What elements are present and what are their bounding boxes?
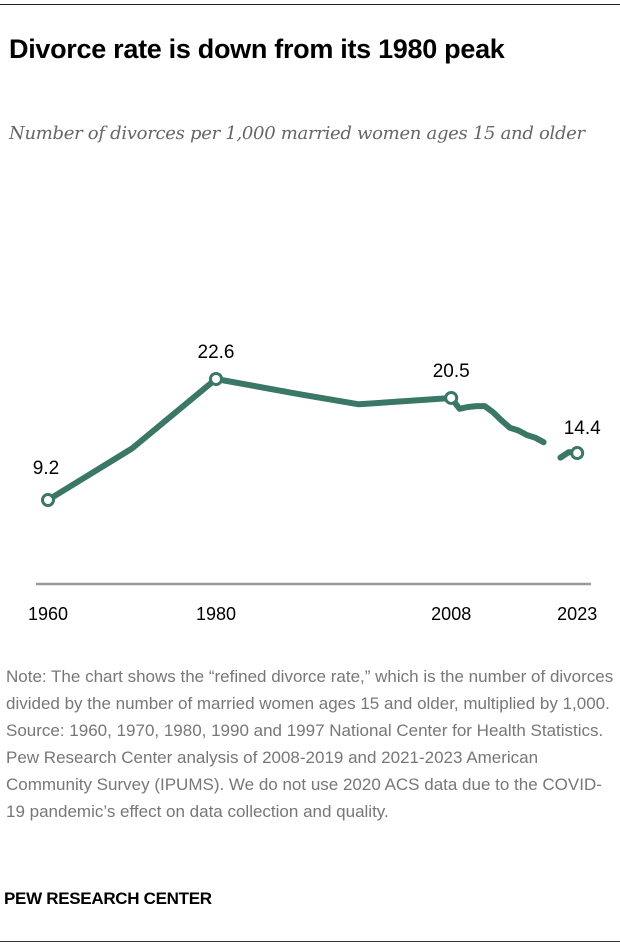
x-tick-label: 1960	[28, 604, 68, 624]
x-tick-label: 1980	[196, 604, 236, 624]
data-label: 14.4	[564, 418, 601, 439]
brand-logo-text: PEW RESEARCH CENTER	[4, 889, 212, 908]
data-point-marker	[444, 390, 459, 405]
note-text: Note: The chart shows the “refined divor…	[6, 667, 614, 713]
data-point-marker	[209, 371, 223, 386]
chart-title: Divorce rate is down from its 1980 peak	[9, 34, 505, 64]
x-tick-label: 2023	[557, 604, 597, 624]
notes-block: Note: The chart shows the “refined divor…	[6, 663, 616, 825]
data-point-marker	[570, 446, 585, 461]
top-rule	[0, 4, 620, 5]
data-label: 22.6	[198, 342, 235, 363]
data-point-marker	[41, 493, 55, 507]
bottom-rule	[0, 941, 620, 942]
chart-subtitle: Number of divorces per 1,000 married wom…	[9, 123, 585, 144]
x-tick-label: 2008	[431, 604, 471, 624]
source-text: Source: 1960, 1970, 1980, 1990 and 1997 …	[6, 721, 604, 821]
data-label: 9.2	[33, 458, 59, 479]
data-label: 20.5	[433, 361, 470, 382]
line-chart: 1960 1980 2008 2023 9.2 22.6 20.5 14.4	[28, 342, 601, 624]
series-line-1	[45, 376, 547, 503]
